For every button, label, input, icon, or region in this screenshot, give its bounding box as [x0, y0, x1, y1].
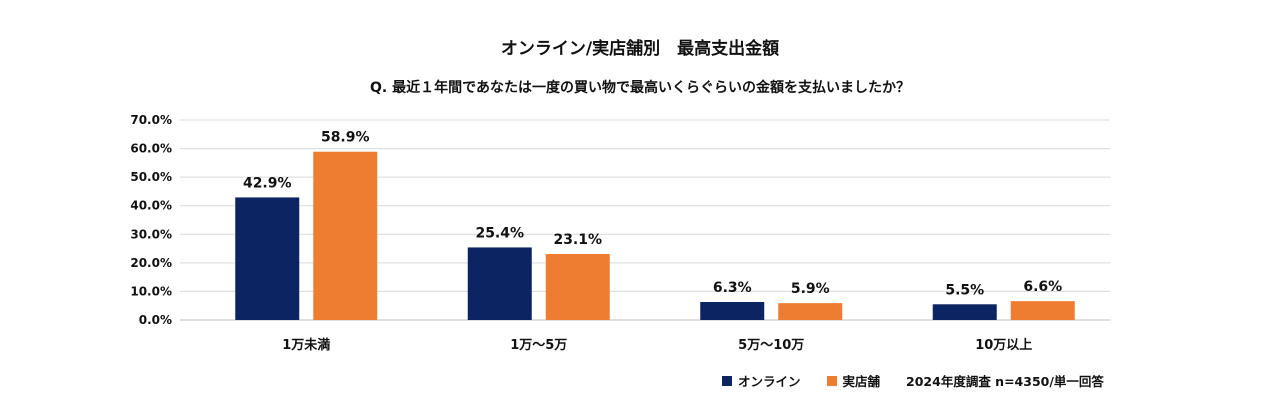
survey-note: 2024年度調査 n=4350/単一回答 [906, 374, 1104, 389]
legend-swatch-store [826, 375, 837, 386]
bar-online [235, 197, 300, 320]
x-tick-label: 10万以上 [975, 338, 1032, 353]
data-label: 23.1% [553, 232, 602, 248]
legend-swatch-online [722, 375, 732, 386]
data-label: 5.9% [791, 281, 830, 297]
data-label: 6.3% [713, 280, 752, 296]
y-tick-label: 40.0% [130, 199, 172, 213]
bar-online [467, 247, 532, 320]
bar-online [932, 304, 997, 320]
bar-store [1010, 301, 1075, 320]
y-tick-label: 70.0% [130, 113, 172, 127]
chart-title: オンライン/実店舗別 最高支出金額 [500, 39, 780, 59]
x-tick-label: 5万〜10万 [738, 338, 804, 353]
x-tick-label: 1万未満 [282, 337, 330, 353]
x-tick-label: 1万〜5万 [510, 338, 567, 353]
y-tick-label: 20.0% [130, 256, 172, 270]
legend-label-online: オンライン [738, 374, 801, 389]
data-label: 5.5% [945, 282, 984, 298]
bar-store [545, 254, 610, 320]
chart-subtitle: Q. 最近１年間であなたは一度の買い物で最高いくらぐらいの金額を支払いましたか？ [370, 80, 910, 96]
data-label: 58.9% [321, 130, 370, 146]
bar-store [778, 303, 843, 320]
data-label: 25.4% [475, 225, 524, 241]
legend-label-store: 実店舗 [842, 374, 881, 389]
bar-store [313, 151, 378, 320]
y-tick-label: 60.0% [130, 142, 172, 156]
bar-online [700, 302, 765, 320]
legend: オンライン 実店舗 2024年度調査 n=4350/単一回答 [722, 371, 1104, 390]
y-tick-label: 30.0% [130, 227, 172, 241]
data-label: 6.6% [1023, 279, 1062, 295]
data-label: 42.9% [243, 175, 292, 191]
y-tick-label: 0.0% [139, 313, 172, 327]
y-tick-label: 50.0% [130, 170, 172, 184]
y-tick-label: 10.0% [130, 284, 172, 298]
